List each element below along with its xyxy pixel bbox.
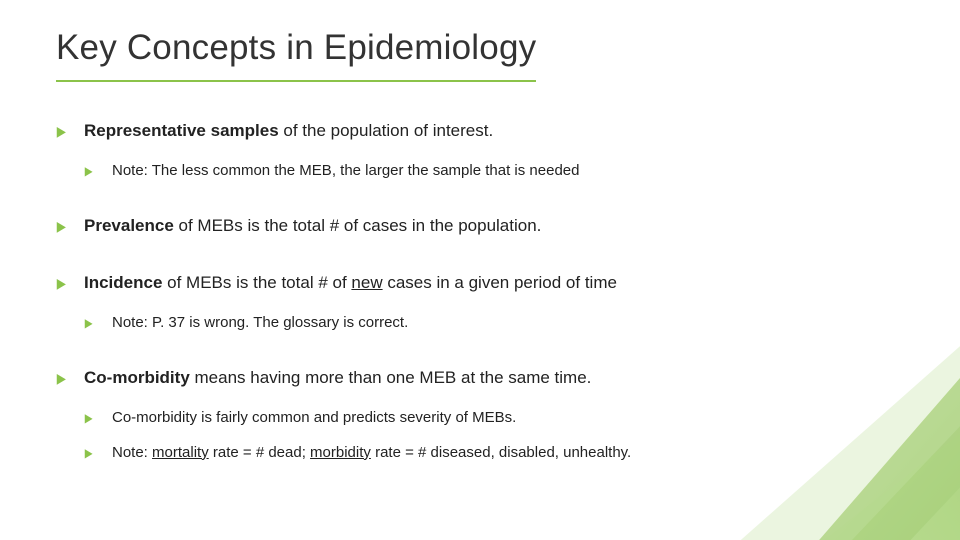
bullet-text-post: cases in a given period of time — [383, 273, 617, 292]
bullet-incidence: Incidence of MEBs is the total # of new … — [56, 272, 896, 333]
bullet-representative-samples: Representative samples of the population… — [56, 120, 896, 181]
slide: Key Concepts in Epidemiology Representat… — [0, 0, 960, 540]
slide-body: Representative samples of the population… — [56, 120, 896, 497]
sub-bullet-text: Co-morbidity is fairly common and predic… — [112, 409, 516, 426]
bullet-text: of the population of interest. — [279, 121, 494, 140]
bullet-underline: new — [351, 273, 382, 292]
title-underline — [56, 80, 536, 82]
bullet-text-pre: of MEBs is the total # of — [162, 273, 351, 292]
sub-bullet-text: Note: The less common the MEB, the large… — [112, 162, 579, 179]
bullet-term: Representative samples — [84, 121, 279, 140]
sub-underline-1: mortality — [152, 444, 209, 461]
bullet-term: Prevalence — [84, 216, 174, 235]
sub-text-mid2: rate = # diseased, disabled, unhealthy. — [371, 444, 631, 461]
bullet-term: Co-morbidity — [84, 368, 190, 387]
bullet-comorbidity: Co-morbidity means having more than one … — [56, 367, 896, 462]
bullet-term: Incidence — [84, 273, 162, 292]
sub-bullet: Note: The less common the MEB, the large… — [84, 161, 896, 181]
bullet-text: of MEBs is the total # of cases in the p… — [174, 216, 542, 235]
sub-bullet-text: Note: P. 37 is wrong. The glossary is co… — [112, 314, 408, 331]
sub-text-pre: Note: — [112, 444, 152, 461]
sub-bullet: Co-morbidity is fairly common and predic… — [84, 408, 896, 428]
sub-text-mid1: rate = # dead; — [209, 444, 310, 461]
sub-bullet: Note: mortality rate = # dead; morbidity… — [84, 443, 896, 463]
sub-underline-2: morbidity — [310, 444, 371, 461]
bullet-prevalence: Prevalence of MEBs is the total # of cas… — [56, 215, 896, 238]
slide-title: Key Concepts in Epidemiology — [56, 28, 536, 68]
sub-bullet: Note: P. 37 is wrong. The glossary is co… — [84, 313, 896, 333]
bullet-text: means having more than one MEB at the sa… — [190, 368, 592, 387]
